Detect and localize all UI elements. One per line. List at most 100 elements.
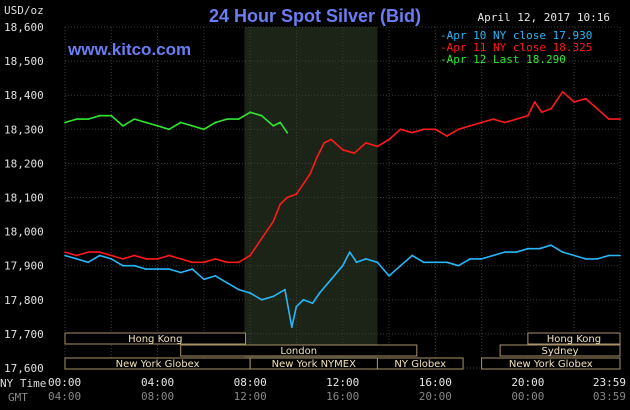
data-point bbox=[584, 97, 587, 100]
data-point bbox=[550, 107, 552, 110]
timestamp: April 12, 2017 10:16 bbox=[477, 11, 610, 24]
data-point bbox=[596, 107, 599, 110]
data-point bbox=[203, 128, 205, 131]
data-point bbox=[75, 118, 78, 120]
data-point bbox=[330, 138, 333, 141]
data-point bbox=[286, 131, 289, 134]
data-point bbox=[226, 118, 228, 120]
data-point bbox=[399, 264, 402, 267]
data-point bbox=[237, 288, 240, 291]
data-point bbox=[411, 131, 414, 134]
data-point bbox=[309, 172, 312, 175]
data-point bbox=[480, 258, 483, 260]
data-point bbox=[64, 254, 66, 257]
market-session-bar bbox=[499, 344, 621, 357]
data-point bbox=[503, 251, 506, 254]
data-point bbox=[133, 264, 136, 267]
data-point bbox=[399, 128, 402, 131]
x-tick-gmt: 16:00 bbox=[326, 390, 359, 403]
data-point bbox=[318, 292, 321, 294]
market-session-label: Sydney bbox=[542, 346, 579, 357]
data-point bbox=[214, 258, 217, 260]
data-point bbox=[179, 271, 182, 274]
data-point bbox=[191, 261, 194, 264]
y-tick-label: 17,800 bbox=[4, 294, 44, 307]
data-point bbox=[122, 125, 124, 127]
data-point bbox=[619, 118, 621, 120]
data-point bbox=[203, 278, 205, 281]
data-point bbox=[561, 251, 564, 254]
market-session-bar bbox=[376, 357, 464, 370]
data-point bbox=[434, 261, 437, 264]
data-point bbox=[388, 138, 390, 141]
data-point bbox=[179, 121, 182, 124]
data-point bbox=[446, 135, 448, 138]
data-point bbox=[122, 264, 124, 267]
data-point bbox=[226, 281, 228, 284]
data-point bbox=[411, 254, 414, 257]
data-point bbox=[457, 128, 460, 131]
legend-entry-apr10: -Apr 10 NY close 17.930 bbox=[440, 29, 593, 42]
market-session-label: New York Globex bbox=[116, 359, 200, 370]
data-point bbox=[365, 258, 367, 260]
data-point bbox=[355, 261, 358, 264]
data-point bbox=[98, 251, 101, 254]
market-session-bar bbox=[64, 332, 247, 345]
data-point bbox=[365, 142, 367, 144]
market-session-bar bbox=[180, 344, 418, 357]
x-tick-ny: 12:00 bbox=[326, 376, 359, 389]
data-point bbox=[573, 101, 576, 103]
data-point bbox=[457, 264, 460, 267]
data-point bbox=[480, 121, 483, 124]
data-point bbox=[446, 261, 448, 264]
data-point bbox=[98, 254, 101, 257]
data-point bbox=[527, 114, 529, 117]
data-point bbox=[249, 111, 252, 114]
y-tick-label: 18,300 bbox=[4, 123, 44, 136]
data-point bbox=[279, 203, 282, 206]
data-point bbox=[323, 142, 326, 144]
data-point bbox=[87, 251, 89, 254]
market-session-bar bbox=[481, 357, 621, 370]
data-point bbox=[191, 268, 194, 270]
data-point bbox=[302, 183, 305, 185]
data-point bbox=[538, 247, 541, 250]
data-point bbox=[341, 148, 344, 151]
data-point bbox=[353, 152, 356, 155]
data-point bbox=[75, 258, 78, 260]
data-point bbox=[272, 295, 275, 298]
market-session-label: Hong Kong bbox=[547, 334, 601, 345]
ny-time-label: NY Time bbox=[0, 377, 47, 390]
data-point bbox=[260, 114, 263, 117]
data-point bbox=[237, 261, 240, 264]
data-point bbox=[492, 118, 495, 120]
x-tick-ny: 20:00 bbox=[511, 376, 544, 389]
data-point bbox=[584, 258, 587, 260]
data-point bbox=[179, 258, 182, 260]
chart-title: 24 Hour Spot Silver (Bid) bbox=[208, 6, 422, 26]
data-point bbox=[145, 121, 147, 124]
data-point bbox=[260, 237, 263, 240]
x-tick-gmt: 04:00 bbox=[48, 390, 81, 403]
data-point bbox=[168, 254, 171, 257]
nymex-session-band bbox=[244, 27, 378, 368]
data-point bbox=[133, 118, 136, 120]
data-point bbox=[469, 125, 471, 127]
data-point bbox=[515, 118, 518, 120]
data-point bbox=[295, 305, 298, 308]
x-tick-ny: 08:00 bbox=[234, 376, 267, 389]
data-point bbox=[348, 251, 351, 254]
data-point bbox=[492, 254, 495, 257]
data-point bbox=[145, 268, 147, 270]
market-session-label: NY Globex bbox=[394, 359, 446, 370]
data-point bbox=[527, 247, 529, 250]
y-tick-label: 18,000 bbox=[4, 226, 44, 239]
data-point bbox=[434, 128, 437, 131]
data-point bbox=[302, 298, 305, 301]
data-point bbox=[619, 254, 621, 257]
data-point bbox=[284, 288, 286, 291]
data-point bbox=[98, 114, 101, 117]
data-point bbox=[214, 275, 217, 277]
x-tick-ny: 04:00 bbox=[141, 376, 174, 389]
data-point bbox=[191, 125, 194, 127]
